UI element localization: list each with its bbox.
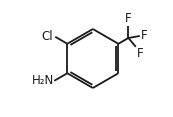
Text: F: F [125,12,132,25]
Text: Cl: Cl [42,30,53,43]
Text: F: F [141,29,148,42]
Text: F: F [136,47,143,60]
Text: H₂N: H₂N [31,74,54,87]
